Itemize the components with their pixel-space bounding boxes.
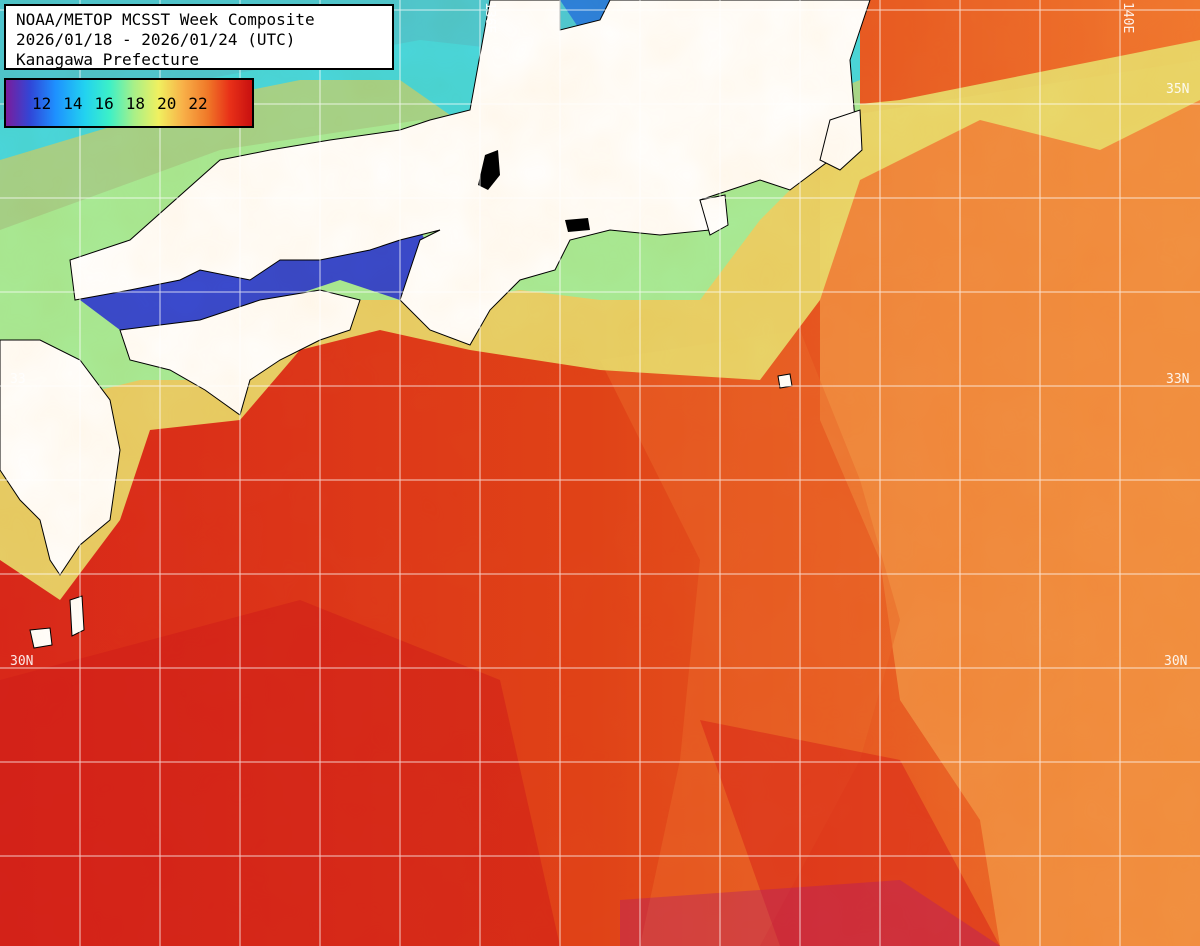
title-box: NOAA/METOP MCSST Week Composite 2026/01/… (4, 4, 394, 70)
legend-tick: 16 (94, 94, 114, 113)
title-line-1: NOAA/METOP MCSST Week Composite (16, 10, 315, 29)
lat-label-33-right: 33N (1166, 372, 1190, 387)
legend-tick: 14 (63, 94, 83, 113)
color-scale-legend: 12 14 16 18 20 22 (4, 78, 254, 128)
legend-tick: 18 (125, 94, 146, 113)
lat-label-30-right: 30N (1164, 654, 1188, 669)
title-line-3: Kanagawa Prefecture (16, 50, 200, 69)
lon-label-136e: 136E (482, 2, 497, 34)
legend-tick: 22 (188, 94, 208, 113)
lon-label-140e: 140E (1120, 2, 1135, 34)
legend-tick: 12 (32, 94, 52, 113)
lat-label-35-right: 35N (1166, 82, 1190, 97)
legend-tick-labels: 12 14 16 18 20 22 (32, 94, 208, 113)
title-line-2: 2026/01/18 - 2026/01/24 (UTC) (16, 30, 296, 49)
legend-tick: 20 (157, 94, 177, 113)
lat-label-30-left: 30N (10, 654, 34, 669)
lat-label-33-left: 33 (10, 372, 26, 387)
